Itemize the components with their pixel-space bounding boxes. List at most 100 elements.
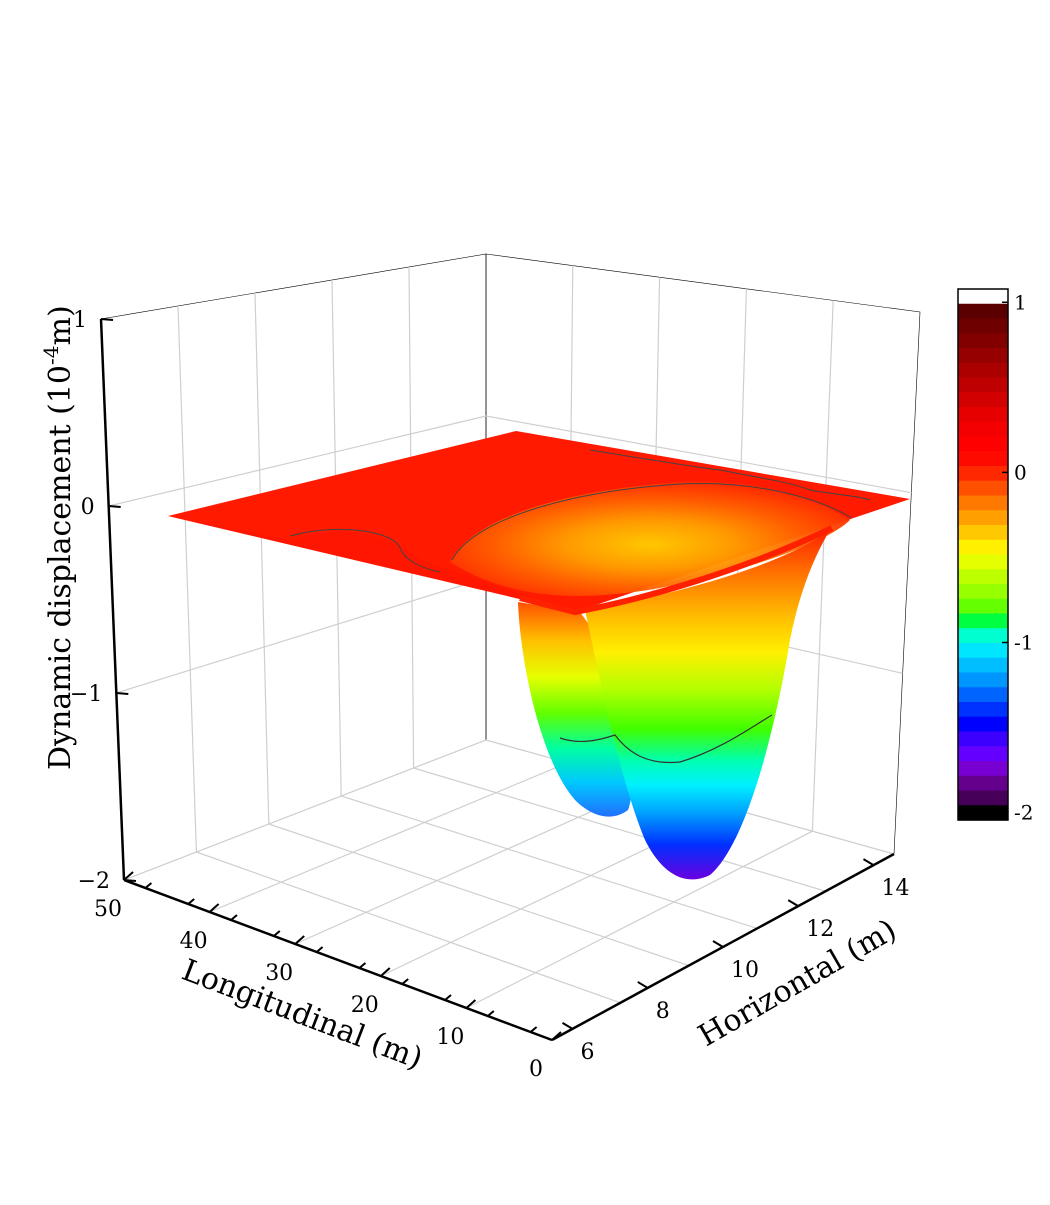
surface xyxy=(168,431,910,880)
surface-bowl-contour xyxy=(451,483,853,561)
colorbar-segment xyxy=(958,451,1008,467)
y-tick xyxy=(637,981,649,989)
z-tick xyxy=(116,692,129,695)
x-tick xyxy=(294,935,305,945)
x-tick xyxy=(208,903,220,913)
z-tick-label: 1 xyxy=(73,308,87,333)
wall-grid-line xyxy=(177,305,197,853)
colorbar-segment xyxy=(958,421,1008,438)
colorbar-segment xyxy=(958,495,1008,511)
trough-front xyxy=(585,530,830,880)
colorbar-segment xyxy=(958,746,1008,762)
x-tick xyxy=(123,871,134,881)
floor-grid-line xyxy=(196,851,621,1004)
colorbar-tick-label: 0 xyxy=(1014,460,1027,484)
z-axis-line xyxy=(99,318,126,881)
colorbar-segment xyxy=(958,569,1008,585)
colorbar-segment xyxy=(958,790,1008,806)
z-axis-title: Dynamic displacement (10-4m) xyxy=(39,305,78,770)
x-minor-tick xyxy=(401,978,409,985)
surface-contour-2 xyxy=(589,449,871,501)
z-tick-label: −2 xyxy=(78,869,110,894)
x-tick-label: 40 xyxy=(180,929,208,954)
colorbar-segment xyxy=(958,687,1008,703)
colorbar-segment xyxy=(958,805,1008,821)
colorbar-tick-label: -2 xyxy=(1014,801,1033,825)
colorbar-segment xyxy=(958,672,1008,688)
colorbar-segment xyxy=(958,584,1008,600)
colorbar-segment xyxy=(958,643,1008,659)
colorbar-tick-label: -1 xyxy=(1014,631,1033,655)
wall-grid-line xyxy=(108,415,487,507)
floor-grid-line xyxy=(294,785,650,945)
z-tick xyxy=(100,318,114,321)
z-tick xyxy=(108,505,121,508)
colorbar-segment xyxy=(958,539,1008,556)
x-minor-tick xyxy=(144,882,153,889)
colorbar-segment xyxy=(958,318,1008,334)
y-tick-label: 10 xyxy=(731,958,759,983)
y-tick xyxy=(562,1021,574,1030)
y-tick-label: 8 xyxy=(656,999,670,1024)
trough-rim xyxy=(519,525,834,616)
colorbar-segment xyxy=(958,392,1008,408)
x-minor-tick xyxy=(358,962,367,969)
wall-grid-line xyxy=(811,300,834,832)
y-tick-label: 12 xyxy=(806,917,834,942)
x-minor-tick xyxy=(187,898,195,905)
colorbar-frame xyxy=(957,288,1009,821)
colorbar-tick-label: 1 xyxy=(1014,290,1027,314)
x-tick-label: 20 xyxy=(351,993,379,1018)
colorbar-segment xyxy=(958,716,1008,733)
colorbar-segment xyxy=(958,377,1008,393)
colorbar-segment xyxy=(958,761,1008,777)
z-tick xyxy=(123,879,137,882)
colorbar-segment xyxy=(958,598,1008,615)
floor-grid-line xyxy=(341,795,758,929)
x-minor-tick xyxy=(444,994,452,1001)
trough-contour xyxy=(559,714,773,764)
colorbar-segment xyxy=(958,480,1008,497)
x-tick xyxy=(465,999,477,1009)
x-axis-line xyxy=(123,878,553,1042)
colorbar-segment xyxy=(958,333,1008,349)
y-tick xyxy=(787,899,799,907)
colorbar-segment xyxy=(958,466,1008,482)
x-minor-tick xyxy=(487,1010,495,1017)
x-minor-tick xyxy=(273,930,281,937)
colorbar-segment xyxy=(958,702,1008,718)
x-tick-label: 10 xyxy=(436,1025,464,1050)
y-tick-label: 14 xyxy=(881,876,909,901)
colorbar-segment xyxy=(958,525,1008,541)
x-minor-tick xyxy=(230,914,238,921)
colorbar-segment xyxy=(958,613,1008,629)
x-tick-label: 50 xyxy=(94,897,122,922)
wall-grid-line xyxy=(485,415,912,494)
y-tick-label: 6 xyxy=(581,1040,595,1065)
z-tick-label: −1 xyxy=(70,682,102,707)
y-tick xyxy=(862,858,874,867)
y-axis-title: Horizontal (m) xyxy=(693,912,903,1053)
colorbar-segment xyxy=(958,657,1008,674)
x-tick-label: 30 xyxy=(265,961,293,986)
colorbar-segment xyxy=(958,554,1008,570)
surface-contour-1 xyxy=(289,528,441,573)
x-tick-label: 0 xyxy=(529,1057,543,1082)
colorbar-segment xyxy=(958,407,1008,423)
surface-band-1 xyxy=(168,516,575,612)
colorbar-segment xyxy=(958,628,1008,644)
floor-grid-line xyxy=(413,767,826,892)
colorbar: 1 0 -1 -2 xyxy=(957,288,1033,825)
wall-grid-line xyxy=(254,292,270,825)
colorbar-segment xyxy=(958,436,1008,452)
floor-grid xyxy=(122,739,896,1041)
colorbar-segment xyxy=(958,731,1008,747)
floor-grid-line xyxy=(268,823,689,967)
x-minor-tick xyxy=(315,946,324,953)
tick-marks xyxy=(100,318,874,1041)
x-tick xyxy=(551,1031,562,1041)
colorbar-segment xyxy=(958,775,1008,792)
